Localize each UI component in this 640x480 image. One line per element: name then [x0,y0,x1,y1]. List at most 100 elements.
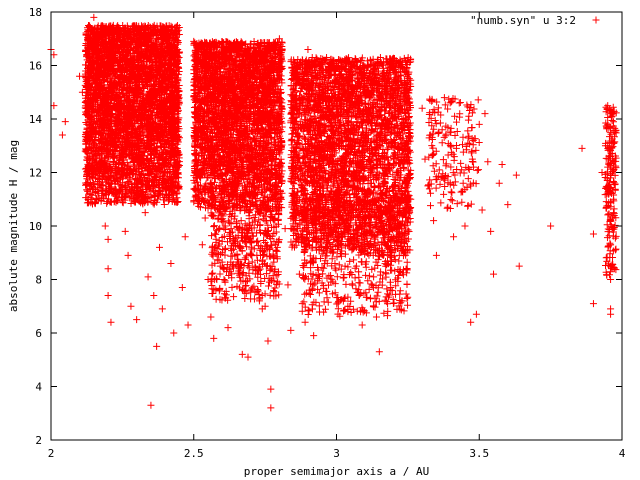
data-point [304,45,312,53]
data-point [458,187,466,195]
axis-ticks [50,11,623,441]
data-point [127,302,135,310]
data-point [452,144,460,152]
data-point [367,222,375,230]
data-point [158,305,166,313]
data-point [104,292,112,300]
data-point [175,134,183,142]
data-point [470,163,478,171]
y-tick-label: 2 [35,434,42,447]
data-point [472,310,480,318]
data-point [118,195,126,203]
data-point [607,128,615,136]
data-point [295,270,303,278]
y-axis-label: absolute magnitude H / mag [7,140,20,312]
data-point [141,209,149,217]
data-point [221,294,229,302]
data-point [475,120,483,128]
data-point [161,64,169,72]
data-point [498,160,506,168]
data-point [424,182,432,190]
data-point [352,243,360,251]
data-point [218,249,226,257]
dense-point-cluster [424,94,483,213]
data-point [147,401,155,409]
data-point [90,13,98,21]
data-point [270,254,278,262]
data-point [253,238,261,246]
data-point [607,310,615,318]
data-point [381,190,389,198]
y-tick-label: 18 [29,6,42,19]
x-axis-label: proper semimajor axis a / AU [244,465,429,478]
data-point [438,126,446,134]
data-point [241,286,249,294]
data-point [490,270,498,278]
y-tick-label: 10 [29,220,42,233]
data-point [330,235,338,243]
data-point [84,179,92,187]
data-point [355,292,363,300]
data-point [204,276,212,283]
data-point [421,155,429,163]
x-tick-label: 2.5 [184,447,204,460]
data-point [193,110,201,118]
y-tick-label: 16 [29,60,42,73]
data-point [375,348,383,356]
x-tick-label: 2 [48,447,55,460]
data-point [150,292,158,300]
data-point [395,251,403,259]
data-point [344,308,352,316]
data-point [287,326,295,334]
data-point [384,238,392,246]
data-point [607,217,615,225]
tick-labels: 2 2.5 3 3.5 4 2 4 6 8 10 12 14 16 18 [29,6,626,460]
data-point [104,235,112,243]
data-point [364,160,372,168]
data-point [124,251,132,259]
data-point [170,329,178,337]
data-point [589,230,597,238]
data-point [93,48,101,56]
data-point [181,233,189,241]
data-point [235,265,243,273]
data-point [350,177,358,185]
data-point [238,350,246,358]
data-point [432,251,440,259]
y-tick-label: 6 [35,327,42,340]
data-point [50,102,58,110]
data-point [478,206,486,214]
data-point [87,198,95,206]
data-point [50,51,58,59]
data-point [361,86,369,94]
data-point [398,297,406,305]
data-point [392,169,400,176]
data-point [390,78,398,86]
data-point [293,211,301,219]
data-point [224,324,232,332]
data-point [347,99,355,107]
data-point [450,233,458,241]
data-point [447,142,455,150]
x-tick-label: 3.5 [469,447,489,460]
data-point [195,169,203,176]
data-point [301,318,309,326]
data-point [512,171,520,179]
legend-label: "numb.syn" u 3:2 [470,14,576,27]
y-tick-label: 8 [35,274,42,287]
data-point [338,203,346,211]
data-point [607,174,615,182]
data-point [136,40,144,48]
data-point [61,118,69,126]
data-point [78,88,86,96]
data-point [255,297,263,305]
y-tick-label: 14 [29,113,43,126]
data-point [110,62,118,69]
data-point [227,56,235,64]
data-point [281,225,289,233]
data-point [461,222,469,230]
data-point [430,217,438,225]
data-point [58,131,66,139]
data-point [178,284,186,292]
